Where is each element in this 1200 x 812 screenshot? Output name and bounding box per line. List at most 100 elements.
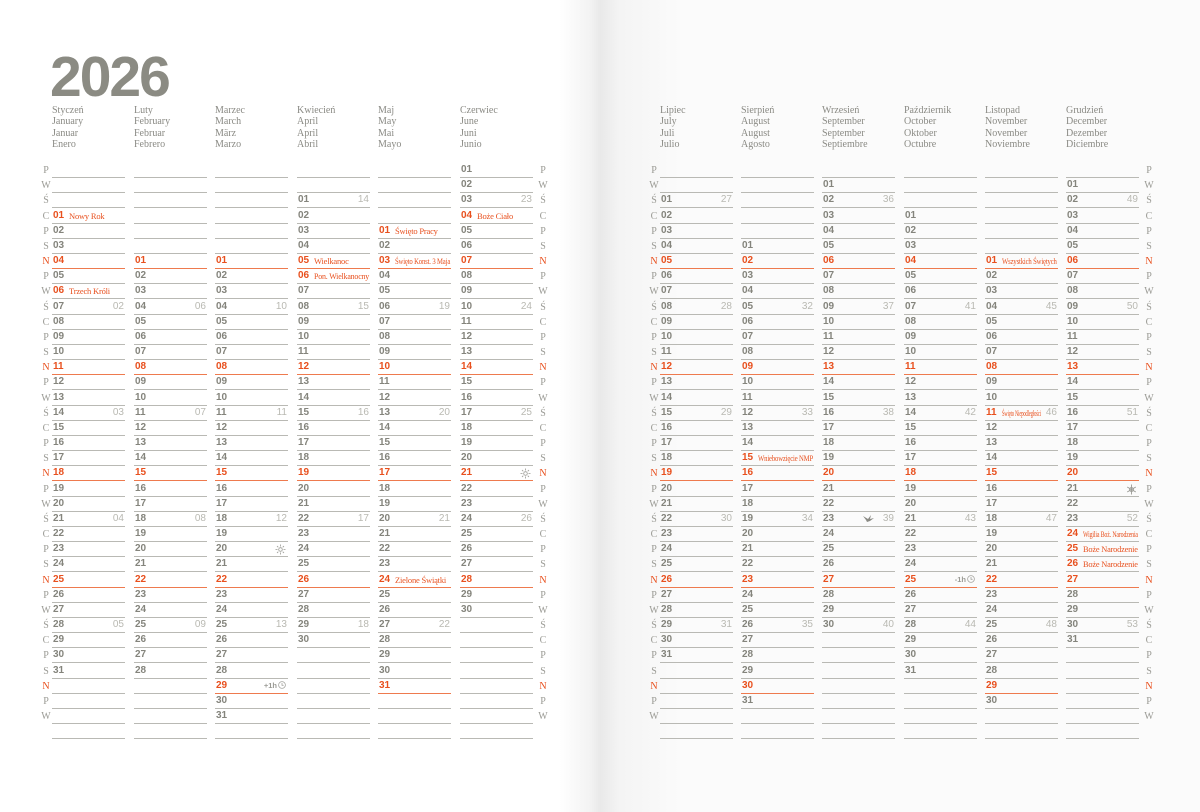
day-row[interactable]: 03 23 xyxy=(460,193,533,209)
day-row[interactable]: 31 xyxy=(741,694,814,709)
day-row[interactable]: 08 28 xyxy=(660,300,733,315)
day-row[interactable]: 12 xyxy=(215,421,288,436)
day-row[interactable] xyxy=(134,679,207,694)
day-row[interactable]: 31 xyxy=(1066,633,1139,649)
day-row[interactable]: 09 xyxy=(660,315,733,330)
day-row[interactable]: 19 xyxy=(215,527,288,543)
day-row[interactable]: 13 xyxy=(660,375,733,391)
day-row[interactable]: 09 50 xyxy=(1066,300,1139,315)
day-row[interactable]: 22 xyxy=(460,482,533,497)
day-row[interactable]: 09 xyxy=(378,345,451,361)
day-row[interactable]: 09 37 xyxy=(822,300,895,315)
day-row[interactable]: 01 xyxy=(1066,178,1139,194)
day-row[interactable]: 11 xyxy=(1066,330,1139,345)
day-row[interactable]: 14 xyxy=(822,375,895,391)
day-row[interactable]: 13 xyxy=(52,391,125,406)
day-row[interactable]: 02 49 xyxy=(1066,193,1139,209)
day-row[interactable]: 02 xyxy=(52,224,125,239)
day-row[interactable] xyxy=(985,193,1058,209)
day-row[interactable]: 16 xyxy=(52,436,125,452)
day-row[interactable] xyxy=(904,163,977,178)
day-row[interactable]: 02 xyxy=(215,269,288,285)
day-row[interactable]: 15 xyxy=(215,466,288,482)
day-row[interactable]: 15 xyxy=(52,421,125,436)
day-row[interactable]: 21 xyxy=(741,542,814,558)
day-row[interactable]: 20 xyxy=(660,482,733,497)
day-row[interactable]: 25 Boże Narodzenie xyxy=(1066,542,1139,558)
day-row[interactable]: 27 xyxy=(985,648,1058,664)
day-row[interactable] xyxy=(985,239,1058,254)
day-row[interactable]: 14 xyxy=(1066,375,1139,391)
day-row[interactable]: 23 xyxy=(985,588,1058,603)
day-row[interactable]: 06 Trzech Króli xyxy=(52,284,125,300)
day-row[interactable] xyxy=(1066,724,1139,740)
day-row[interactable]: 07 xyxy=(297,284,370,300)
day-row[interactable]: 03 xyxy=(660,224,733,239)
day-row[interactable]: 04 xyxy=(52,254,125,270)
day-row[interactable]: 20 xyxy=(134,542,207,558)
day-row[interactable]: 03 xyxy=(215,284,288,300)
day-row[interactable]: 18 xyxy=(378,482,451,497)
day-row[interactable]: 30 xyxy=(904,648,977,664)
day-row[interactable] xyxy=(822,709,895,725)
day-row[interactable] xyxy=(134,694,207,709)
day-row[interactable]: 29 xyxy=(378,648,451,664)
day-row[interactable]: 07 xyxy=(985,345,1058,361)
day-row[interactable]: 29 xyxy=(460,588,533,603)
day-row[interactable]: 20 xyxy=(822,466,895,482)
day-row[interactable]: 06 xyxy=(660,269,733,285)
day-row[interactable]: 23 xyxy=(904,542,977,558)
day-row[interactable]: 27 xyxy=(134,648,207,664)
day-row[interactable]: 10 xyxy=(52,345,125,361)
day-row[interactable]: 12 xyxy=(52,375,125,391)
day-row[interactable]: 02 xyxy=(741,254,814,270)
day-row[interactable]: 26 xyxy=(52,588,125,603)
day-row[interactable]: 31 xyxy=(660,648,733,664)
day-row[interactable]: 28 xyxy=(660,603,733,618)
day-row[interactable]: 19 xyxy=(1066,451,1139,467)
day-row[interactable]: 10 xyxy=(134,391,207,406)
day-row[interactable] xyxy=(297,648,370,664)
day-row[interactable] xyxy=(378,178,451,194)
day-row[interactable]: 13 xyxy=(904,391,977,406)
day-row[interactable]: 22 xyxy=(52,527,125,543)
day-row[interactable]: 11 xyxy=(904,360,977,376)
day-row[interactable]: 16 xyxy=(660,421,733,436)
day-row[interactable]: 27 22 xyxy=(378,618,451,634)
day-row[interactable]: 03 xyxy=(134,284,207,300)
day-row[interactable] xyxy=(297,694,370,709)
day-row[interactable]: 01 Nowy Rok xyxy=(52,209,125,224)
day-row[interactable]: 07 02 xyxy=(52,300,125,315)
day-row[interactable]: 15 16 xyxy=(297,406,370,421)
day-row[interactable]: 16 38 xyxy=(822,406,895,421)
day-row[interactable]: 09 xyxy=(460,284,533,300)
day-row[interactable]: 21 43 xyxy=(904,512,977,527)
day-row[interactable]: 31 xyxy=(378,679,451,694)
day-row[interactable]: 09 xyxy=(297,315,370,330)
day-row[interactable]: 18 12 xyxy=(215,512,288,527)
day-row[interactable] xyxy=(134,709,207,725)
day-row[interactable] xyxy=(460,648,533,664)
day-row[interactable]: 22 xyxy=(985,573,1058,588)
day-row[interactable]: 24 26 xyxy=(460,512,533,527)
day-row[interactable]: 04 xyxy=(378,269,451,285)
day-row[interactable] xyxy=(660,724,733,740)
day-row[interactable]: 23 xyxy=(741,573,814,588)
day-row[interactable]: 05 Wielkanoc xyxy=(297,254,370,270)
day-row[interactable] xyxy=(378,709,451,725)
day-row[interactable]: 21 xyxy=(460,466,533,482)
day-row[interactable]: 14 xyxy=(134,451,207,467)
day-row[interactable] xyxy=(215,239,288,254)
day-row[interactable]: 27 xyxy=(1066,573,1139,588)
day-row[interactable]: 11 xyxy=(660,345,733,361)
day-row[interactable]: 29 xyxy=(985,679,1058,694)
day-row[interactable]: 13 xyxy=(741,421,814,436)
day-row[interactable]: 28 xyxy=(985,664,1058,679)
day-row[interactable]: 09 xyxy=(904,330,977,345)
day-row[interactable] xyxy=(52,178,125,194)
day-row[interactable]: 08 xyxy=(215,360,288,376)
day-row[interactable]: 20 xyxy=(741,527,814,543)
day-row[interactable] xyxy=(741,193,814,209)
day-row[interactable] xyxy=(460,709,533,725)
day-row[interactable]: 25 -1h xyxy=(904,573,977,588)
